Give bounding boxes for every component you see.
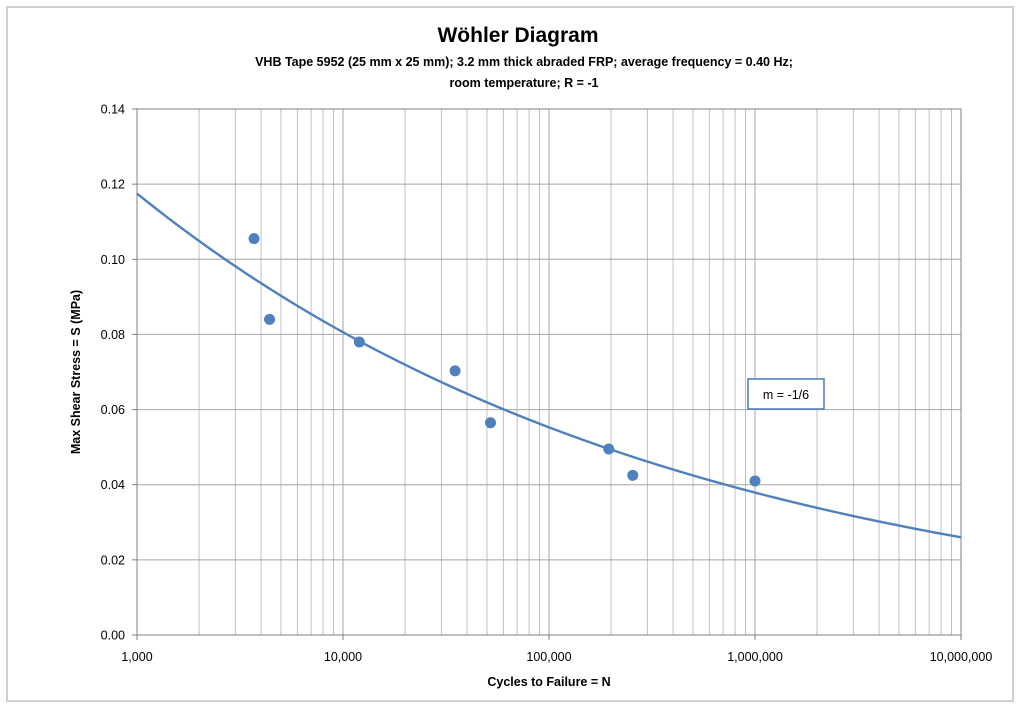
minor-gridlines xyxy=(198,109,952,635)
power-trendline xyxy=(136,192,962,539)
x-tick-label: 1,000 xyxy=(121,650,152,664)
y-tick-label: 0.00 xyxy=(101,629,125,643)
chart-frame xyxy=(6,6,1014,702)
annotation-box xyxy=(747,378,825,410)
chart-title: Wöhler Diagram xyxy=(437,24,598,47)
data-point xyxy=(484,417,496,429)
data-point xyxy=(603,443,615,455)
y-tick-label: 0.12 xyxy=(101,178,125,192)
chart-subtitle-line-2: room temperature; R = -1 xyxy=(450,76,599,90)
major-gridlines xyxy=(136,108,962,636)
x-axis-ticks: 1,000 10,000 100,000 1,000,000 10,000,000 xyxy=(121,635,992,664)
data-point xyxy=(749,475,761,487)
data-point xyxy=(248,233,260,245)
data-point xyxy=(264,313,276,325)
x-tick-label: 100,000 xyxy=(526,650,571,664)
data-point xyxy=(449,365,461,377)
y-tick-label: 0.10 xyxy=(101,253,125,267)
data-point xyxy=(627,469,639,481)
x-tick-label: 1,000,000 xyxy=(727,650,783,664)
x-axis-label: Cycles to Failure = N xyxy=(487,675,610,689)
y-tick-label: 0.04 xyxy=(101,478,125,492)
data-points xyxy=(248,233,761,487)
y-tick-label: 0.08 xyxy=(101,328,125,342)
y-tick-label: 0.02 xyxy=(101,553,125,567)
y-axis-label: Max Shear Stress = S (MPa) xyxy=(69,290,83,454)
data-point xyxy=(353,336,365,348)
annotation-text: m = -1/6 xyxy=(763,388,809,402)
slope-annotation: m = -1/6 xyxy=(747,378,825,410)
chart-subtitle-line-1: VHB Tape 5952 (25 mm x 25 mm); 3.2 mm th… xyxy=(255,55,793,69)
y-axis-ticks: 0.00 0.02 0.04 0.06 0.08 0.10 0.12 0.14 xyxy=(101,103,137,643)
y-tick-label: 0.14 xyxy=(101,103,125,117)
x-tick-label: 10,000 xyxy=(324,650,362,664)
x-tick-label: 10,000,000 xyxy=(930,650,993,664)
y-tick-label: 0.06 xyxy=(101,403,125,417)
